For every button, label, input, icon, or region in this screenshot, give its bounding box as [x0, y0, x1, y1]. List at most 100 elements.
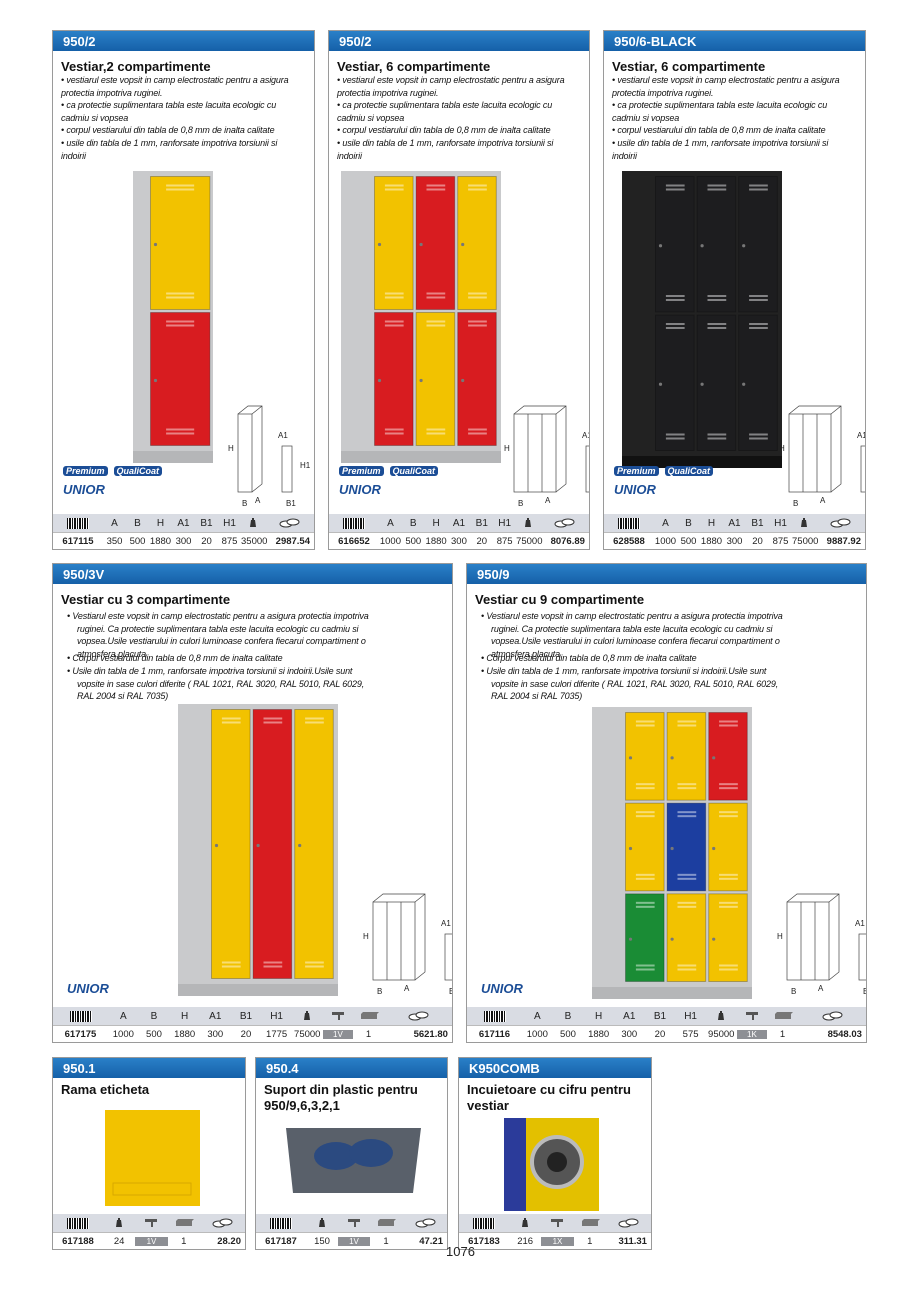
header-cell: H: [156, 517, 165, 529]
header-cell: B1: [653, 1010, 667, 1022]
vent: [707, 184, 727, 187]
row-cell: 216: [517, 1235, 534, 1247]
qty-shape: [378, 1218, 396, 1226]
bullet: • Vestiarul este vopsit in camp electros…: [67, 611, 369, 659]
vent: [166, 428, 195, 431]
qty-shape: [360, 1011, 379, 1019]
vent: [707, 188, 727, 191]
label-frame: [105, 1110, 200, 1206]
vent: [468, 432, 487, 435]
dimension-label: A1: [582, 431, 589, 440]
vent: [677, 968, 697, 971]
product-panel: 950/3V Vestiar cu 3 compartimente • Vestia…: [52, 563, 453, 1043]
vent: [426, 292, 446, 295]
bullet: • vestiarul este vopsit in camp electros…: [612, 75, 840, 98]
vent: [384, 324, 404, 327]
diagram-side: [786, 893, 840, 981]
badge: QualiCoat: [664, 466, 714, 476]
header-cell: [539, 516, 589, 531]
row-cell: 75000: [294, 1028, 321, 1040]
product-title: Suport din plastic pentru 950/9,6,3,2,1: [264, 1082, 418, 1113]
product-code: 950/3V: [53, 564, 452, 584]
handle: [700, 244, 704, 248]
header-cell: A: [111, 517, 118, 529]
row-cell: 24: [113, 1235, 125, 1247]
header-cell: [767, 1009, 798, 1024]
dimension-label: B1: [863, 987, 866, 996]
price-icon: [822, 1011, 843, 1020]
vent: [677, 964, 697, 967]
row-cell: 1: [587, 1235, 593, 1247]
bullet: • Corpul vestiarului din tabla de 0,8 mm…: [67, 653, 283, 663]
handle: [419, 378, 423, 383]
row-cell: 47.21: [419, 1235, 443, 1247]
dimension-label: B: [793, 499, 798, 508]
header-cell: [509, 1216, 541, 1231]
row-cell: 875: [496, 535, 513, 547]
vent: [749, 433, 768, 436]
vent: [635, 720, 655, 723]
coin: [561, 518, 575, 525]
row-cell: 1: [181, 1235, 187, 1247]
dimension-label: H: [779, 444, 785, 453]
product-title: Vestiar,2 compartimente: [61, 59, 211, 74]
handle: [628, 937, 633, 941]
locker-door: [457, 176, 497, 310]
header-cell: [168, 1216, 200, 1231]
vent: [221, 961, 241, 964]
vent: [166, 188, 195, 191]
row-cell: 1880: [174, 1028, 196, 1040]
vent: [677, 724, 697, 727]
locker-door: [211, 709, 251, 979]
bullet: • ca protectie suplimentara tabla este l…: [337, 100, 553, 123]
header-cell: [292, 1009, 323, 1024]
table-header: [459, 1214, 651, 1232]
vent: [677, 783, 697, 786]
vent: [677, 901, 697, 904]
vent: [665, 323, 685, 325]
product-title: Rama eticheta: [61, 1082, 150, 1097]
locker-door: [374, 312, 414, 446]
vent: [426, 184, 446, 187]
row-cell: 617175: [64, 1028, 97, 1040]
handle: [377, 378, 382, 383]
vent: [635, 905, 655, 908]
vent: [305, 721, 324, 724]
coin: [219, 1218, 233, 1225]
header-cell: B1: [751, 517, 764, 529]
handle: [153, 378, 158, 383]
row-cell: 300: [175, 535, 192, 547]
weight-shape: [525, 517, 532, 527]
table-row: 617175 1000 500 1880 300 20 1775 75000 1V 1 5621.8…: [53, 1025, 452, 1042]
header-cell: [323, 1009, 354, 1024]
vent: [749, 188, 768, 191]
header-cell: [384, 1009, 452, 1024]
row-cell: 500: [680, 535, 697, 547]
vent: [635, 724, 655, 727]
row-cell: 350: [106, 535, 123, 547]
badges: Premium QualiCoat: [614, 466, 714, 476]
dimension-label: H1: [300, 461, 311, 470]
product-panel: 950.4 Suport din plastic pentru 950/9,6,3…: [255, 1057, 448, 1250]
row-cell: 500: [146, 1028, 162, 1040]
vent: [665, 437, 685, 440]
row-cell: 1880: [588, 1028, 610, 1040]
locker-base: [622, 456, 782, 468]
row-cell: 150: [314, 1235, 330, 1247]
bullet: • vestiarul este vopsit in camp electros…: [337, 75, 565, 98]
price-icon: [554, 518, 575, 527]
price-icon: [279, 518, 300, 527]
coin: [286, 518, 300, 525]
header-cell: [53, 1010, 108, 1022]
vent: [749, 327, 768, 329]
header-cell: [256, 1217, 306, 1229]
row-cell: 1880: [149, 535, 172, 547]
badge: Premium: [339, 466, 384, 476]
vent: [749, 437, 768, 440]
handle: [628, 756, 633, 760]
diagram-door: [444, 933, 452, 981]
product-title: Vestiar cu 9 compartimente: [475, 592, 645, 607]
vent: [719, 905, 738, 908]
locker-door: [457, 312, 497, 446]
vent: [719, 901, 738, 904]
